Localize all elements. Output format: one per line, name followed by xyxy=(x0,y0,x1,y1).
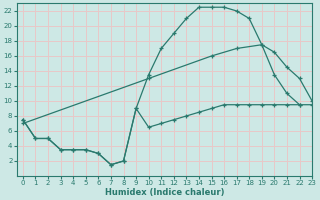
X-axis label: Humidex (Indice chaleur): Humidex (Indice chaleur) xyxy=(105,188,224,197)
